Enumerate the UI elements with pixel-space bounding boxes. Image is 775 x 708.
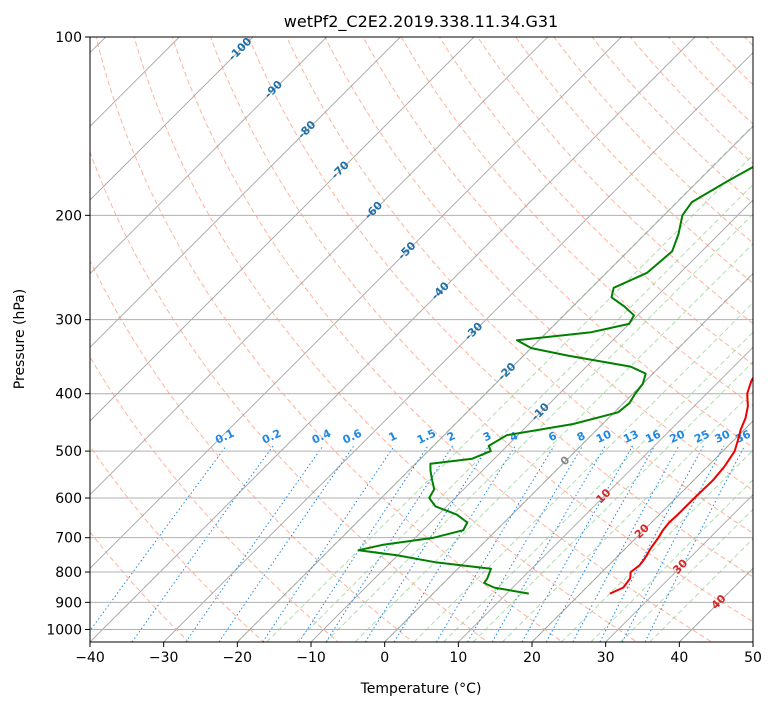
mixing-ratio-line (435, 445, 555, 642)
y-tick-label: 900 (55, 595, 82, 611)
x-tick-label: 40 (670, 650, 688, 666)
isotherm-line (605, 493, 753, 642)
x-tick-label: 50 (744, 650, 762, 666)
mixing-ratio-line (521, 445, 633, 642)
isotherm-line (384, 272, 753, 642)
x-axis-label: Temperature (°C) (360, 681, 482, 697)
y-axis-label: Pressure (hPa) (12, 289, 28, 389)
y-tick-label: 800 (55, 565, 82, 581)
plot-background (90, 37, 753, 642)
mixing-ratio-line (364, 445, 490, 642)
dry-adiabat (591, 37, 753, 204)
y-tick-label: 500 (55, 444, 82, 460)
moist-adiabat (620, 508, 753, 642)
isotherm-line (90, 37, 401, 349)
y-tick-label: 300 (55, 313, 82, 329)
moist-adiabat (443, 331, 753, 642)
moist-adiabat (325, 213, 753, 642)
moist-adiabat (561, 449, 753, 642)
x-axis-ticks: −40 −30 −20 −10 0 10 20 30 40 50 (75, 642, 762, 666)
isotherm-line (163, 51, 753, 642)
dry-adiabat (133, 37, 638, 642)
mixing-ratio-line (621, 445, 725, 642)
x-tick-label: 20 (523, 650, 541, 666)
dry-adiabat (553, 37, 753, 244)
isotherm-line (457, 346, 753, 642)
mixing-ratio-label: 10 (594, 427, 614, 445)
mixing-ratio-line (545, 445, 656, 642)
plot-frame (89, 36, 754, 643)
isotherm-line (90, 37, 549, 496)
chart-title: wetPf2_C2E2.2019.338.11.34.G31 (284, 12, 558, 32)
mixing-ratio-label: 20 (668, 427, 688, 445)
x-tick-label: 30 (597, 650, 615, 666)
isotherm-line (752, 641, 753, 642)
dry-adiabat (477, 37, 753, 325)
moist-adiabat (413, 301, 753, 642)
isotherm-line (90, 37, 328, 275)
moist-adiabat (354, 242, 753, 642)
mixing-ratio-line (644, 445, 746, 642)
isotherm-line (236, 125, 753, 642)
dry-adiabat (90, 445, 265, 642)
isotherm-line (90, 37, 475, 422)
dry-adiabat (171, 37, 713, 642)
dry-adiabat (95, 37, 564, 642)
moist-adiabat (266, 154, 753, 642)
y-tick-label: 400 (55, 387, 82, 403)
moist-adiabat (295, 183, 753, 642)
mixing-ratio-line (131, 445, 274, 642)
dry-adiabat (248, 37, 753, 578)
moist-adiabat (649, 538, 753, 642)
isotherm-line (90, 37, 696, 642)
moist-adiabat (590, 479, 753, 642)
mixing-ratio-label: 16 (643, 427, 663, 445)
mixing-ratio-label: 30 (713, 427, 733, 445)
mixing-ratio-line (262, 445, 395, 642)
mixing-ratio-line (185, 445, 324, 642)
y-tick-label: 200 (55, 208, 82, 224)
dewpoint-profile (357, 165, 753, 595)
y-tick-label: 600 (55, 491, 82, 507)
y-tick-label: 100 (55, 30, 82, 46)
x-tick-label: 10 (449, 650, 467, 666)
mixing-ratio-line (218, 445, 355, 642)
dry-adiabat (90, 531, 190, 642)
mixing-ratio-line (325, 445, 454, 642)
y-tick-label: 1000 (46, 622, 82, 638)
mixing-ratio-label: 13 (621, 428, 640, 446)
dry-adiabat (209, 37, 753, 623)
mixing-ratio-line (467, 445, 584, 642)
moist-adiabat (502, 390, 753, 642)
x-tick-label: −10 (296, 650, 326, 666)
x-tick-label: −20 (223, 650, 253, 666)
mixing-ratio-label: 25 (692, 428, 711, 446)
x-tick-label: 0 (380, 650, 389, 666)
y-axis-ticks: 100 200 300 400 500 600 700 800 900 1000 (46, 30, 90, 638)
isotherm-line (531, 420, 753, 642)
background-lines (90, 10, 775, 654)
dry-adiabat (286, 37, 753, 534)
profile-lines (357, 165, 753, 595)
isotherm-line (90, 37, 622, 570)
dry-adiabat (400, 37, 753, 407)
temperature-profile (609, 376, 753, 595)
isotherm-line (90, 37, 254, 201)
dry-adiabat (362, 37, 753, 449)
y-tick-label: 700 (55, 531, 82, 547)
mixing-ratio-line (298, 445, 429, 642)
dry-adiabat (756, 10, 775, 654)
moist-adiabat (472, 361, 753, 642)
x-tick-label: −40 (75, 650, 105, 666)
dry-adiabat (90, 259, 414, 642)
x-tick-label: −30 (149, 650, 179, 666)
dry-adiabat (667, 37, 753, 125)
